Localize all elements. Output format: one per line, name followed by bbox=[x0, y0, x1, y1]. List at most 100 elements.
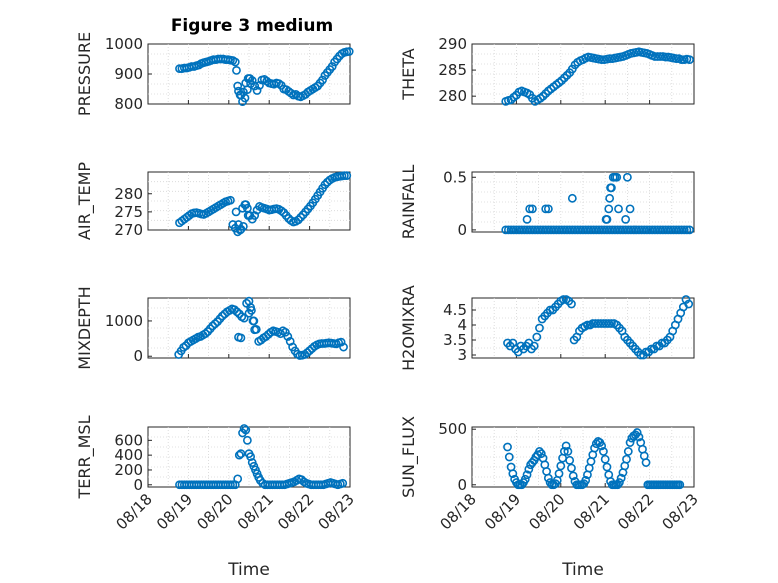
data-point bbox=[567, 299, 576, 309]
data-point bbox=[681, 295, 691, 304]
data-point bbox=[543, 204, 553, 214]
data-point bbox=[238, 221, 248, 231]
data-point bbox=[200, 329, 210, 339]
data-point bbox=[217, 311, 227, 321]
subplot-mixdepth: 0 1000 MIXDEPTH bbox=[75, 286, 351, 370]
data-point bbox=[248, 316, 258, 326]
data-point bbox=[250, 325, 260, 335]
data-point bbox=[230, 57, 240, 67]
y-tick-label: 1000 bbox=[105, 35, 143, 53]
data-point bbox=[506, 95, 516, 105]
data-point bbox=[612, 172, 622, 182]
y-tick-label: 0 bbox=[457, 221, 467, 239]
data-point bbox=[682, 225, 692, 235]
data-point bbox=[601, 214, 611, 224]
data-point bbox=[327, 62, 337, 71]
data-point bbox=[554, 469, 564, 479]
y-tick-label: 3.5 bbox=[443, 331, 467, 349]
data-point bbox=[529, 341, 539, 351]
data-point bbox=[570, 60, 580, 70]
x-axis-label: Time bbox=[227, 560, 270, 580]
data-point bbox=[234, 220, 243, 229]
subplot-sun_flux: 0 500 08/18 08/19 08/20 08/21 08/22 08/23 SUN_FL… bbox=[399, 416, 702, 580]
data-point bbox=[605, 54, 615, 64]
grid-lines bbox=[148, 427, 350, 487]
x-tick-label: 08/18 bbox=[437, 490, 480, 533]
data-point bbox=[522, 470, 532, 480]
data-point bbox=[236, 449, 246, 459]
data-point bbox=[655, 52, 665, 61]
data-point bbox=[231, 207, 241, 217]
data-point bbox=[241, 78, 251, 88]
x-tick-label: 08/19 bbox=[153, 490, 196, 533]
y-tick-label: 1000 bbox=[105, 312, 143, 330]
y-axis-label: THETA bbox=[399, 48, 418, 100]
x-tick-label: 08/23 bbox=[659, 490, 702, 533]
data-point bbox=[557, 76, 567, 85]
data-point bbox=[520, 474, 530, 484]
data-point bbox=[504, 452, 514, 462]
data-point bbox=[238, 87, 248, 97]
data-point bbox=[344, 47, 354, 56]
data-point bbox=[597, 55, 607, 65]
series-markers bbox=[175, 424, 348, 490]
data-point bbox=[243, 74, 253, 83]
subplot-pressure: 800 900 1000 PRESSURE bbox=[75, 32, 354, 116]
x-tick-label: 08/21 bbox=[570, 490, 613, 533]
data-point bbox=[232, 66, 241, 75]
data-point bbox=[684, 299, 694, 309]
data-point bbox=[226, 195, 235, 205]
x-tick-label: 08/22 bbox=[614, 490, 657, 533]
data-point bbox=[604, 204, 614, 214]
data-point bbox=[283, 332, 293, 341]
data-point bbox=[568, 471, 578, 481]
data-point bbox=[320, 180, 330, 190]
data-point bbox=[606, 183, 615, 193]
data-point bbox=[614, 204, 623, 214]
x-tick-label: 08/20 bbox=[193, 490, 236, 533]
data-point bbox=[535, 447, 544, 456]
y-tick-label: 500 bbox=[438, 420, 467, 438]
y-axis-label: RAINFALL bbox=[399, 165, 418, 240]
data-point bbox=[522, 214, 532, 224]
data-point bbox=[623, 172, 632, 182]
data-point bbox=[563, 447, 573, 456]
data-point bbox=[561, 441, 571, 451]
y-axis-label: PRESSURE bbox=[75, 32, 94, 116]
data-point bbox=[541, 204, 551, 214]
data-point bbox=[567, 463, 576, 473]
y-axis-label: H2OMIXRA bbox=[399, 285, 418, 371]
data-point bbox=[556, 461, 566, 471]
data-point bbox=[559, 295, 568, 304]
data-point bbox=[208, 321, 218, 331]
data-point bbox=[338, 478, 348, 488]
data-point bbox=[641, 458, 651, 467]
y-axis-label: TERR_MSL bbox=[75, 415, 95, 499]
data-point bbox=[535, 323, 544, 333]
series-markers bbox=[175, 47, 354, 106]
data-point bbox=[679, 225, 689, 235]
data-point bbox=[252, 86, 262, 95]
x-tick-label: 08/18 bbox=[113, 490, 156, 533]
data-point bbox=[583, 320, 592, 330]
data-point bbox=[607, 319, 616, 328]
y-tick-label: 200 bbox=[114, 461, 143, 479]
data-point bbox=[246, 303, 256, 312]
data-point bbox=[305, 346, 314, 355]
data-point bbox=[318, 75, 327, 85]
data-point bbox=[562, 70, 572, 80]
subplot-rainfall: 0 0.5 RAINFALL bbox=[399, 165, 695, 240]
y-tick-label: 285 bbox=[438, 61, 467, 79]
data-point bbox=[625, 204, 635, 214]
data-point bbox=[623, 447, 633, 456]
data-point bbox=[621, 214, 631, 224]
data-point bbox=[239, 424, 249, 433]
y-tick-label: 900 bbox=[114, 65, 143, 83]
y-tick-label: 280 bbox=[114, 185, 143, 203]
data-point bbox=[527, 204, 537, 214]
y-tick-label: 400 bbox=[114, 446, 143, 464]
x-axis-label: Time bbox=[561, 560, 604, 580]
data-point bbox=[597, 441, 607, 451]
